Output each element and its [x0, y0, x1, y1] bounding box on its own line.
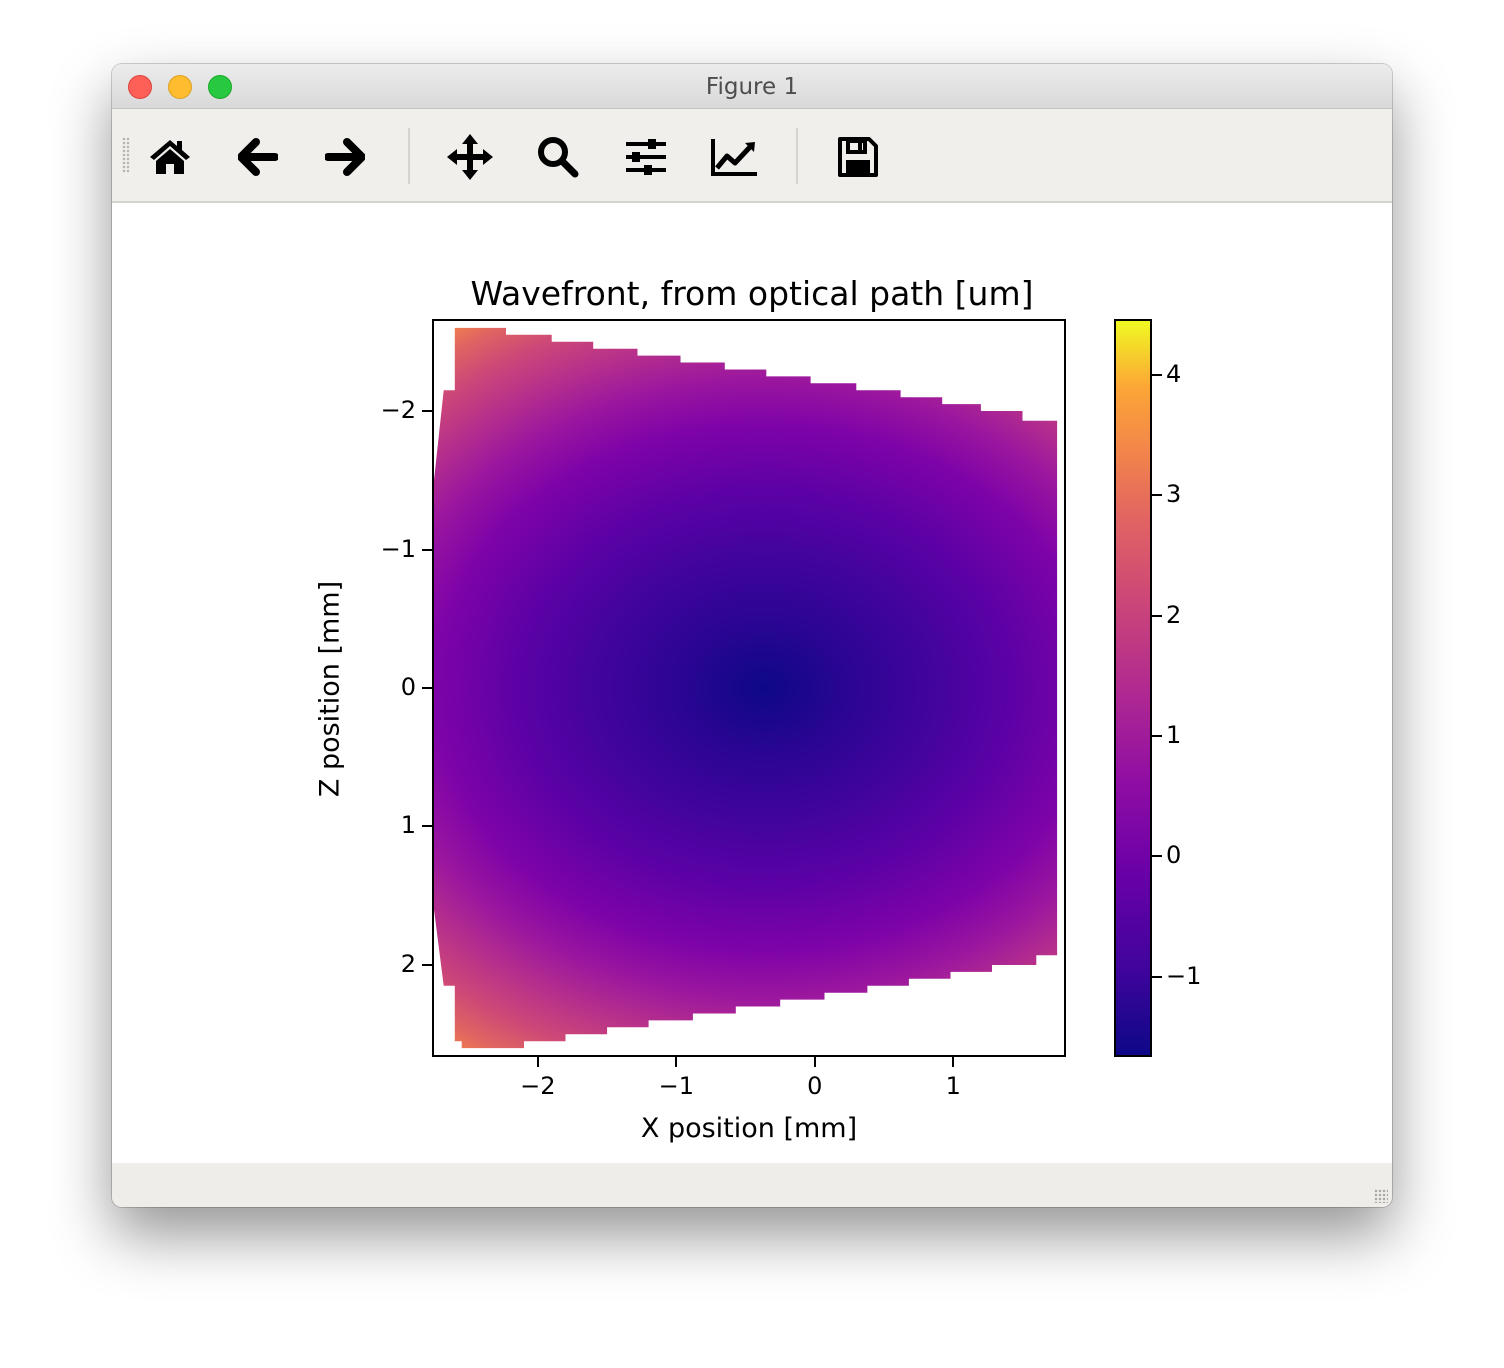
y-tick-label: −2: [380, 396, 416, 425]
y-tick-label: 1: [400, 811, 416, 840]
x-tick: [536, 1057, 539, 1067]
y-tick: [422, 548, 432, 551]
wavefront-image: [434, 321, 1064, 1055]
colorbar-tick-label: 3: [1166, 480, 1182, 509]
y-tick: [422, 963, 432, 966]
plot-axes[interactable]: [432, 319, 1066, 1057]
y-tick-label: 2: [400, 949, 416, 978]
y-tick: [422, 410, 432, 413]
forward-button[interactable]: [317, 129, 373, 185]
zoom-icon: [538, 137, 579, 178]
home-icon: [150, 140, 190, 174]
title-bar[interactable]: Figure 1: [112, 64, 1392, 109]
colorbar-tick: [1152, 735, 1162, 738]
figure-canvas[interactable]: Wavefront, from optical path [um] −2 −1 0 1…: [112, 203, 1392, 1163]
home-button[interactable]: [142, 129, 198, 185]
navigation-toolbar: [112, 109, 1392, 203]
aperture-mask-path: [434, 321, 1064, 1055]
minimize-button[interactable]: [168, 75, 192, 99]
colorbar: [1114, 319, 1152, 1057]
zoom-button[interactable]: [530, 129, 586, 185]
x-tick-label: −2: [520, 1072, 556, 1100]
colorbar-tick-label: 4: [1166, 360, 1182, 389]
x-tick-label: 1: [945, 1072, 961, 1100]
colorbar-tick: [1152, 855, 1162, 858]
back-button[interactable]: [230, 129, 286, 185]
plot-title: Wavefront, from optical path [um]: [470, 274, 1034, 313]
colorbar-tick-label: 0: [1166, 841, 1182, 870]
y-tick-label: 0: [400, 673, 416, 701]
sliders-icon: [626, 139, 666, 175]
x-axis-label: X position [mm]: [640, 1113, 858, 1144]
colorbar-tick: [1152, 614, 1162, 617]
colorbar-tick-label: 1: [1166, 721, 1182, 750]
subplots-button[interactable]: [618, 129, 674, 185]
colorbar-tick: [1152, 374, 1162, 377]
line-chart-icon: [711, 139, 757, 176]
window-title: Figure 1: [705, 74, 799, 100]
customize-button[interactable]: [706, 129, 762, 185]
colorbar-tick: [1152, 975, 1162, 978]
zoom-window-button[interactable]: [208, 75, 232, 99]
move-icon: [447, 134, 493, 180]
close-button[interactable]: [128, 75, 152, 99]
toolbar-grip[interactable]: [122, 137, 130, 173]
toolbar-separator: [796, 128, 798, 184]
aperture-mask: [434, 321, 1064, 1055]
y-axis-label-text: Z position [mm]: [314, 580, 346, 798]
forward-arrow-icon: [325, 138, 365, 176]
pan-button[interactable]: [442, 129, 498, 185]
figure-window: Figure 1: [112, 64, 1392, 1207]
resize-grip[interactable]: [1374, 1189, 1388, 1203]
status-bar: [112, 1163, 1392, 1207]
colorbar-tick-label: −1: [1166, 961, 1202, 990]
y-tick-label: −1: [380, 534, 416, 563]
x-tick-label: −1: [658, 1072, 694, 1100]
save-button[interactable]: [830, 129, 886, 185]
y-tick: [422, 825, 432, 828]
toolbar-separator: [408, 128, 410, 184]
colorbar-tick: [1152, 494, 1162, 497]
x-tick: [813, 1057, 816, 1067]
y-tick: [422, 687, 432, 689]
save-icon: [838, 137, 878, 177]
x-tick-label: 0: [807, 1072, 823, 1100]
back-arrow-icon: [238, 138, 278, 176]
x-tick: [675, 1057, 678, 1067]
x-tick: [952, 1057, 955, 1067]
colorbar-tick-label: 2: [1166, 600, 1182, 629]
